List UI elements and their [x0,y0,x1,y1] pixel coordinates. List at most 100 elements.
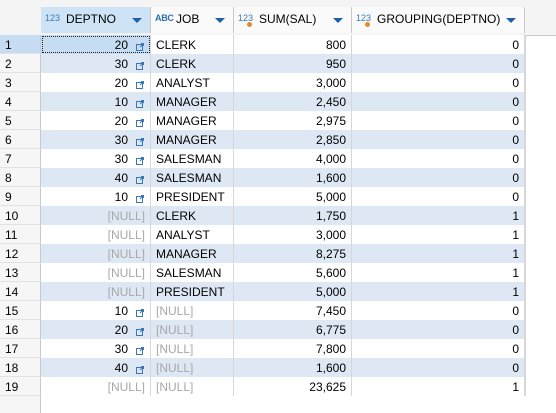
link-arrow-icon[interactable] [136,116,144,127]
table-row[interactable]: 10 [NULL] CLERK 1,750 1 [0,206,525,225]
link-arrow-icon[interactable] [136,306,144,317]
cell-job[interactable]: CLERK [151,54,234,73]
table-row[interactable]: 9 10 PRESIDENT 5,000 0 [0,187,525,206]
cell-deptno[interactable]: 20 [41,320,151,339]
table-row[interactable]: 15 10 [NULL] 7,450 0 [0,301,525,320]
cell-grouping-deptno[interactable]: 0 [352,149,525,168]
row-number[interactable]: 17 [0,339,41,358]
cell-sum-sal[interactable]: 950 [234,54,352,73]
row-number[interactable]: 3 [0,73,41,92]
table-row[interactable]: 2 30 CLERK 950 0 [0,54,525,73]
table-row[interactable]: 17 30 [NULL] 7,800 0 [0,339,525,358]
cell-deptno[interactable]: [NULL] [41,263,151,282]
table-row[interactable]: 3 20 ANALYST 3,000 0 [0,73,525,92]
cell-deptno[interactable]: 30 [41,149,151,168]
cell-job[interactable]: SALESMAN [151,263,234,282]
cell-job[interactable]: [NULL] [151,320,234,339]
row-number[interactable]: 16 [0,320,41,339]
cell-deptno[interactable]: 20 [41,35,151,54]
dropdown-arrow-icon[interactable] [333,18,343,23]
row-number[interactable]: 13 [0,263,41,282]
row-number[interactable]: 12 [0,244,41,263]
link-arrow-icon[interactable] [136,135,144,146]
table-row[interactable]: 4 10 MANAGER 2,450 0 [0,92,525,111]
cell-sum-sal[interactable]: 4,000 [234,149,352,168]
table-row[interactable]: 19 [NULL] [NULL] 23,625 1 [0,377,525,396]
row-number[interactable]: 15 [0,301,41,320]
table-row[interactable]: 13 [NULL] SALESMAN 5,600 1 [0,263,525,282]
cell-sum-sal[interactable]: 8,275 [234,244,352,263]
cell-deptno[interactable]: [NULL] [41,206,151,225]
cell-grouping-deptno[interactable]: 0 [352,358,525,377]
row-number[interactable]: 1 [0,35,41,54]
cell-sum-sal[interactable]: 1,600 [234,168,352,187]
column-header-grouping-deptno[interactable]: 123 GROUPING(DEPTNO) [352,7,525,33]
row-number[interactable]: 19 [0,377,41,396]
cell-grouping-deptno[interactable]: 0 [352,301,525,320]
cell-job[interactable]: [NULL] [151,358,234,377]
cell-grouping-deptno[interactable]: 0 [352,92,525,111]
column-header-deptno[interactable]: 123 DEPTNO [41,7,151,33]
link-arrow-icon[interactable] [136,173,144,184]
row-number[interactable]: 9 [0,187,41,206]
cell-deptno[interactable]: [NULL] [41,244,151,263]
cell-sum-sal[interactable]: 7,800 [234,339,352,358]
cell-job[interactable]: ANALYST [151,73,234,92]
cell-sum-sal[interactable]: 1,750 [234,206,352,225]
cell-sum-sal[interactable]: 5,000 [234,187,352,206]
row-number[interactable]: 18 [0,358,41,377]
cell-deptno[interactable]: 40 [41,358,151,377]
cell-sum-sal[interactable]: 2,450 [234,92,352,111]
cell-sum-sal[interactable]: 3,000 [234,225,352,244]
cell-deptno[interactable]: [NULL] [41,377,151,396]
table-row[interactable]: 6 30 MANAGER 2,850 0 [0,130,525,149]
cell-job[interactable]: MANAGER [151,92,234,111]
cell-job[interactable]: CLERK [151,35,234,54]
link-arrow-icon[interactable] [136,363,144,374]
column-header-job[interactable]: ABC JOB [151,7,234,33]
cell-job[interactable]: [NULL] [151,339,234,358]
cell-sum-sal[interactable]: 7,450 [234,301,352,320]
link-arrow-icon[interactable] [136,59,144,70]
row-number[interactable]: 7 [0,149,41,168]
table-row[interactable]: 18 40 [NULL] 1,600 0 [0,358,525,377]
table-row[interactable]: 1 20 CLERK 800 0 [0,35,525,54]
row-number[interactable]: 2 [0,54,41,73]
cell-grouping-deptno[interactable]: 1 [352,244,525,263]
cell-grouping-deptno[interactable]: 0 [352,130,525,149]
table-row[interactable]: 12 [NULL] MANAGER 8,275 1 [0,244,525,263]
cell-grouping-deptno[interactable]: 1 [352,377,525,396]
link-arrow-icon[interactable] [136,325,144,336]
table-row[interactable]: 14 [NULL] PRESIDENT 5,000 1 [0,282,525,301]
cell-grouping-deptno[interactable]: 0 [352,35,525,54]
cell-sum-sal[interactable]: 5,000 [234,282,352,301]
cell-job[interactable]: SALESMAN [151,168,234,187]
table-row[interactable]: 8 40 SALESMAN 1,600 0 [0,168,525,187]
row-number[interactable]: 8 [0,168,41,187]
cell-job[interactable]: MANAGER [151,130,234,149]
cell-deptno[interactable]: 10 [41,301,151,320]
link-arrow-icon[interactable] [136,154,144,165]
cell-sum-sal[interactable]: 1,600 [234,358,352,377]
cell-deptno[interactable]: [NULL] [41,282,151,301]
cell-sum-sal[interactable]: 5,600 [234,263,352,282]
row-number[interactable]: 10 [0,206,41,225]
cell-deptno[interactable]: 40 [41,168,151,187]
cell-grouping-deptno[interactable]: 0 [352,187,525,206]
link-arrow-icon[interactable] [136,78,144,89]
cell-sum-sal[interactable]: 2,975 [234,111,352,130]
table-row[interactable]: 11 [NULL] ANALYST 3,000 1 [0,225,525,244]
link-arrow-icon[interactable] [136,40,144,51]
cell-grouping-deptno[interactable]: 1 [352,263,525,282]
dropdown-arrow-icon[interactable] [506,18,516,23]
link-arrow-icon[interactable] [136,192,144,203]
row-number[interactable]: 14 [0,282,41,301]
cell-deptno[interactable]: 20 [41,73,151,92]
column-header-sum-sal[interactable]: 123 SUM(SAL) [234,7,352,33]
cell-sum-sal[interactable]: 3,000 [234,73,352,92]
table-row[interactable]: 7 30 SALESMAN 4,000 0 [0,149,525,168]
cell-job[interactable]: ANALYST [151,225,234,244]
table-row[interactable]: 5 20 MANAGER 2,975 0 [0,111,525,130]
cell-grouping-deptno[interactable]: 0 [352,320,525,339]
cell-grouping-deptno[interactable]: 1 [352,206,525,225]
